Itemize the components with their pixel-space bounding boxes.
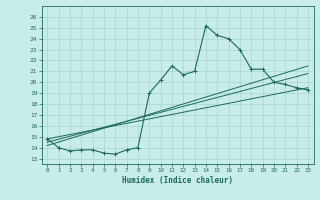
X-axis label: Humidex (Indice chaleur): Humidex (Indice chaleur) <box>122 176 233 185</box>
